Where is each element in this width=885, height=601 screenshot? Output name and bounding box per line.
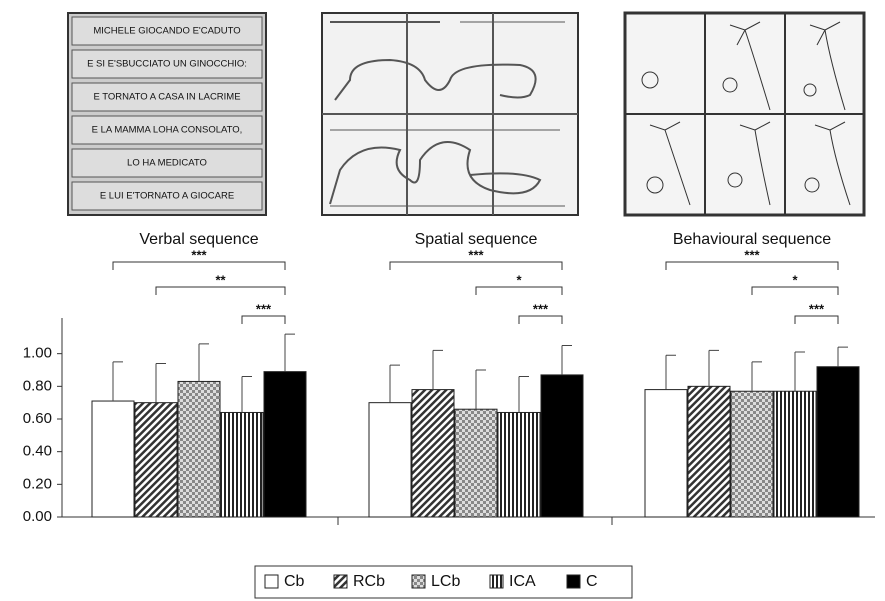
significance-label: *** bbox=[533, 301, 549, 316]
significance-label: * bbox=[516, 272, 522, 287]
legend-swatch bbox=[334, 575, 347, 588]
group-label: Behavioural sequence bbox=[673, 231, 831, 248]
legend-swatch bbox=[567, 575, 580, 588]
y-tick-label: 0.80 bbox=[23, 377, 52, 394]
sentence: LO HA MEDICATO bbox=[127, 158, 207, 169]
bar bbox=[92, 401, 134, 517]
error-bar bbox=[113, 362, 123, 401]
bar bbox=[221, 412, 263, 517]
legend-label: RCb bbox=[353, 573, 385, 590]
legend-swatch bbox=[265, 575, 278, 588]
verbal-panel: MICHELE GIOCANDO E'CADUTO E SI E'SBUCCIAT… bbox=[68, 13, 266, 215]
bar bbox=[455, 409, 497, 517]
group-label: Spatial sequence bbox=[415, 231, 538, 248]
significance-label: *** bbox=[744, 247, 760, 262]
significance-bracket bbox=[519, 316, 562, 324]
significance-bracket bbox=[752, 287, 838, 295]
bar bbox=[645, 390, 687, 517]
significance-label: * bbox=[792, 272, 798, 287]
error-bar bbox=[156, 363, 166, 402]
significance-bracket bbox=[666, 262, 838, 270]
bar bbox=[817, 367, 859, 517]
sentence: MICHELE GIOCANDO E'CADUTO bbox=[93, 26, 240, 37]
significance-label: ** bbox=[215, 272, 226, 287]
bar bbox=[369, 403, 411, 517]
legend-label: C bbox=[586, 573, 598, 590]
sentence: E SI E'SBUCCIATO UN GINOCCHIO: bbox=[87, 59, 247, 70]
spatial-panel bbox=[322, 13, 578, 215]
error-bar bbox=[199, 344, 209, 382]
significance-bracket bbox=[242, 316, 285, 324]
y-tick-label: 0.00 bbox=[23, 508, 52, 525]
legend-swatch bbox=[490, 575, 503, 588]
y-tick-label: 0.40 bbox=[23, 443, 52, 460]
sentence: E LUI E'TORNATO A GIOCARE bbox=[100, 191, 234, 202]
error-bar bbox=[519, 377, 529, 413]
significance-bracket bbox=[476, 287, 562, 295]
error-bar bbox=[285, 334, 295, 372]
significance-bracket bbox=[795, 316, 838, 324]
significance-label: *** bbox=[191, 247, 207, 262]
bar bbox=[498, 412, 540, 517]
significance-bracket bbox=[390, 262, 562, 270]
sentence: E TORNATO A CASA IN LACRIME bbox=[93, 92, 240, 103]
y-tick-label: 1.00 bbox=[23, 345, 52, 362]
behavioural-panel bbox=[625, 13, 864, 215]
significance-bracket bbox=[156, 287, 285, 295]
significance-label: *** bbox=[468, 247, 484, 262]
error-bar bbox=[709, 350, 719, 386]
bar bbox=[264, 372, 306, 517]
error-bar bbox=[476, 370, 486, 409]
group-label: Verbal sequence bbox=[139, 231, 258, 248]
y-tick-label: 0.60 bbox=[23, 410, 52, 427]
significance-bracket bbox=[113, 262, 285, 270]
figure: MICHELE GIOCANDO E'CADUTO E SI E'SBUCCIAT… bbox=[0, 0, 885, 601]
y-tick-label: 0.20 bbox=[23, 475, 52, 492]
bar bbox=[412, 390, 454, 517]
bar bbox=[731, 391, 773, 517]
bar bbox=[774, 391, 816, 517]
legend-label: ICA bbox=[509, 573, 536, 590]
bar bbox=[688, 386, 730, 517]
error-bar bbox=[242, 377, 252, 413]
sentence: E LA MAMMA LOHA CONSOLATO, bbox=[92, 125, 243, 136]
legend-label: Cb bbox=[284, 573, 305, 590]
bar bbox=[135, 403, 177, 517]
error-bar bbox=[433, 350, 443, 389]
error-bar bbox=[390, 365, 400, 403]
legend-label: LCb bbox=[431, 573, 460, 590]
error-bar bbox=[752, 362, 762, 391]
bar bbox=[541, 375, 583, 517]
error-bar bbox=[795, 352, 805, 391]
bar bbox=[178, 381, 220, 517]
legend-swatch bbox=[412, 575, 425, 588]
error-bar bbox=[562, 346, 572, 375]
significance-label: *** bbox=[256, 301, 272, 316]
significance-label: *** bbox=[809, 301, 825, 316]
error-bar bbox=[838, 347, 848, 367]
error-bar bbox=[666, 355, 676, 389]
